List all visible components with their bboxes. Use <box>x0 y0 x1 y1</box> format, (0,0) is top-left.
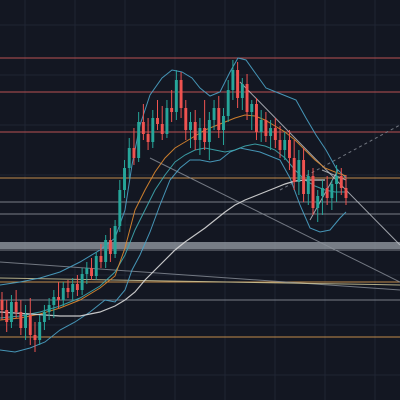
candle-body <box>123 168 126 190</box>
candle-body <box>71 284 75 292</box>
candle-body <box>132 148 136 158</box>
candle-body <box>38 322 42 340</box>
candle-body <box>24 315 28 328</box>
candle-body <box>316 196 320 208</box>
candle-body <box>184 108 188 130</box>
candle-body <box>118 190 122 226</box>
candle-body <box>179 80 183 108</box>
candle-body <box>283 140 287 150</box>
candle-body <box>137 122 141 158</box>
candle-body <box>108 240 112 254</box>
candle-body <box>226 90 230 116</box>
candle-body <box>156 118 159 124</box>
candles-layer <box>0 60 348 352</box>
candle-body <box>66 288 70 292</box>
candle-body <box>320 188 324 196</box>
horizontal-levels-layer <box>0 57 400 338</box>
candle-body <box>99 256 103 262</box>
candle-body <box>287 140 291 158</box>
candle-body <box>278 140 282 150</box>
candle-body <box>203 128 207 142</box>
candle-body <box>344 188 348 198</box>
candle-body <box>212 108 216 120</box>
candle-body <box>269 128 273 136</box>
candle-body <box>330 184 334 198</box>
candle-body <box>193 122 197 140</box>
candle-body <box>339 176 343 188</box>
moving-average-slow-line <box>0 179 325 317</box>
candle-body <box>302 160 306 194</box>
candle-body <box>160 124 164 134</box>
trendline <box>0 277 400 286</box>
candle-body <box>255 104 258 132</box>
trendline <box>0 261 400 291</box>
candle-body <box>90 268 93 276</box>
candle-body <box>28 315 32 335</box>
candle-body <box>75 284 79 290</box>
candle-body <box>325 188 329 198</box>
candle-body <box>94 256 98 276</box>
trendline <box>309 169 339 221</box>
candle-body <box>189 122 192 130</box>
candle-body <box>61 288 65 300</box>
trendline <box>279 124 400 191</box>
candle-body <box>5 310 9 322</box>
candle-body <box>245 84 249 112</box>
candle-body <box>222 116 225 130</box>
candle-body <box>57 297 61 300</box>
candle-body <box>127 148 131 168</box>
zone-layer <box>0 242 400 249</box>
candle-body <box>52 297 56 305</box>
candle-body <box>198 128 202 140</box>
candle-body <box>174 80 178 112</box>
candle-body <box>306 176 310 194</box>
candle-body <box>335 176 339 184</box>
candle-body <box>47 305 51 312</box>
trendline <box>149 157 400 283</box>
candle-body <box>146 134 150 142</box>
candle-body <box>311 176 315 208</box>
candle-body <box>217 108 221 130</box>
candle-body <box>151 118 155 142</box>
candle-body <box>33 335 37 340</box>
candle-body <box>85 268 89 274</box>
candle-body <box>236 70 240 98</box>
candle-body <box>292 158 296 182</box>
candle-body <box>250 104 254 112</box>
bollinger-lower-line <box>0 147 347 353</box>
support-zone-band <box>0 242 400 249</box>
candle-body <box>231 70 235 90</box>
candle-body <box>264 120 268 136</box>
candle-body <box>297 160 301 182</box>
candle-body <box>14 302 18 312</box>
candle-body <box>0 300 4 310</box>
candle-body <box>165 108 169 134</box>
bollinger-upper-line <box>0 57 347 286</box>
candle-body <box>19 312 23 328</box>
candle-body <box>273 128 277 140</box>
candle-body <box>80 274 84 290</box>
candle-body <box>9 302 13 322</box>
candle-body <box>104 240 108 262</box>
candle-body <box>113 226 117 254</box>
candle-body <box>207 120 211 142</box>
candle-body <box>141 122 145 134</box>
candle-body <box>170 108 174 112</box>
candle-body <box>240 84 244 98</box>
candle-body <box>259 120 263 132</box>
candle-body <box>42 312 46 322</box>
